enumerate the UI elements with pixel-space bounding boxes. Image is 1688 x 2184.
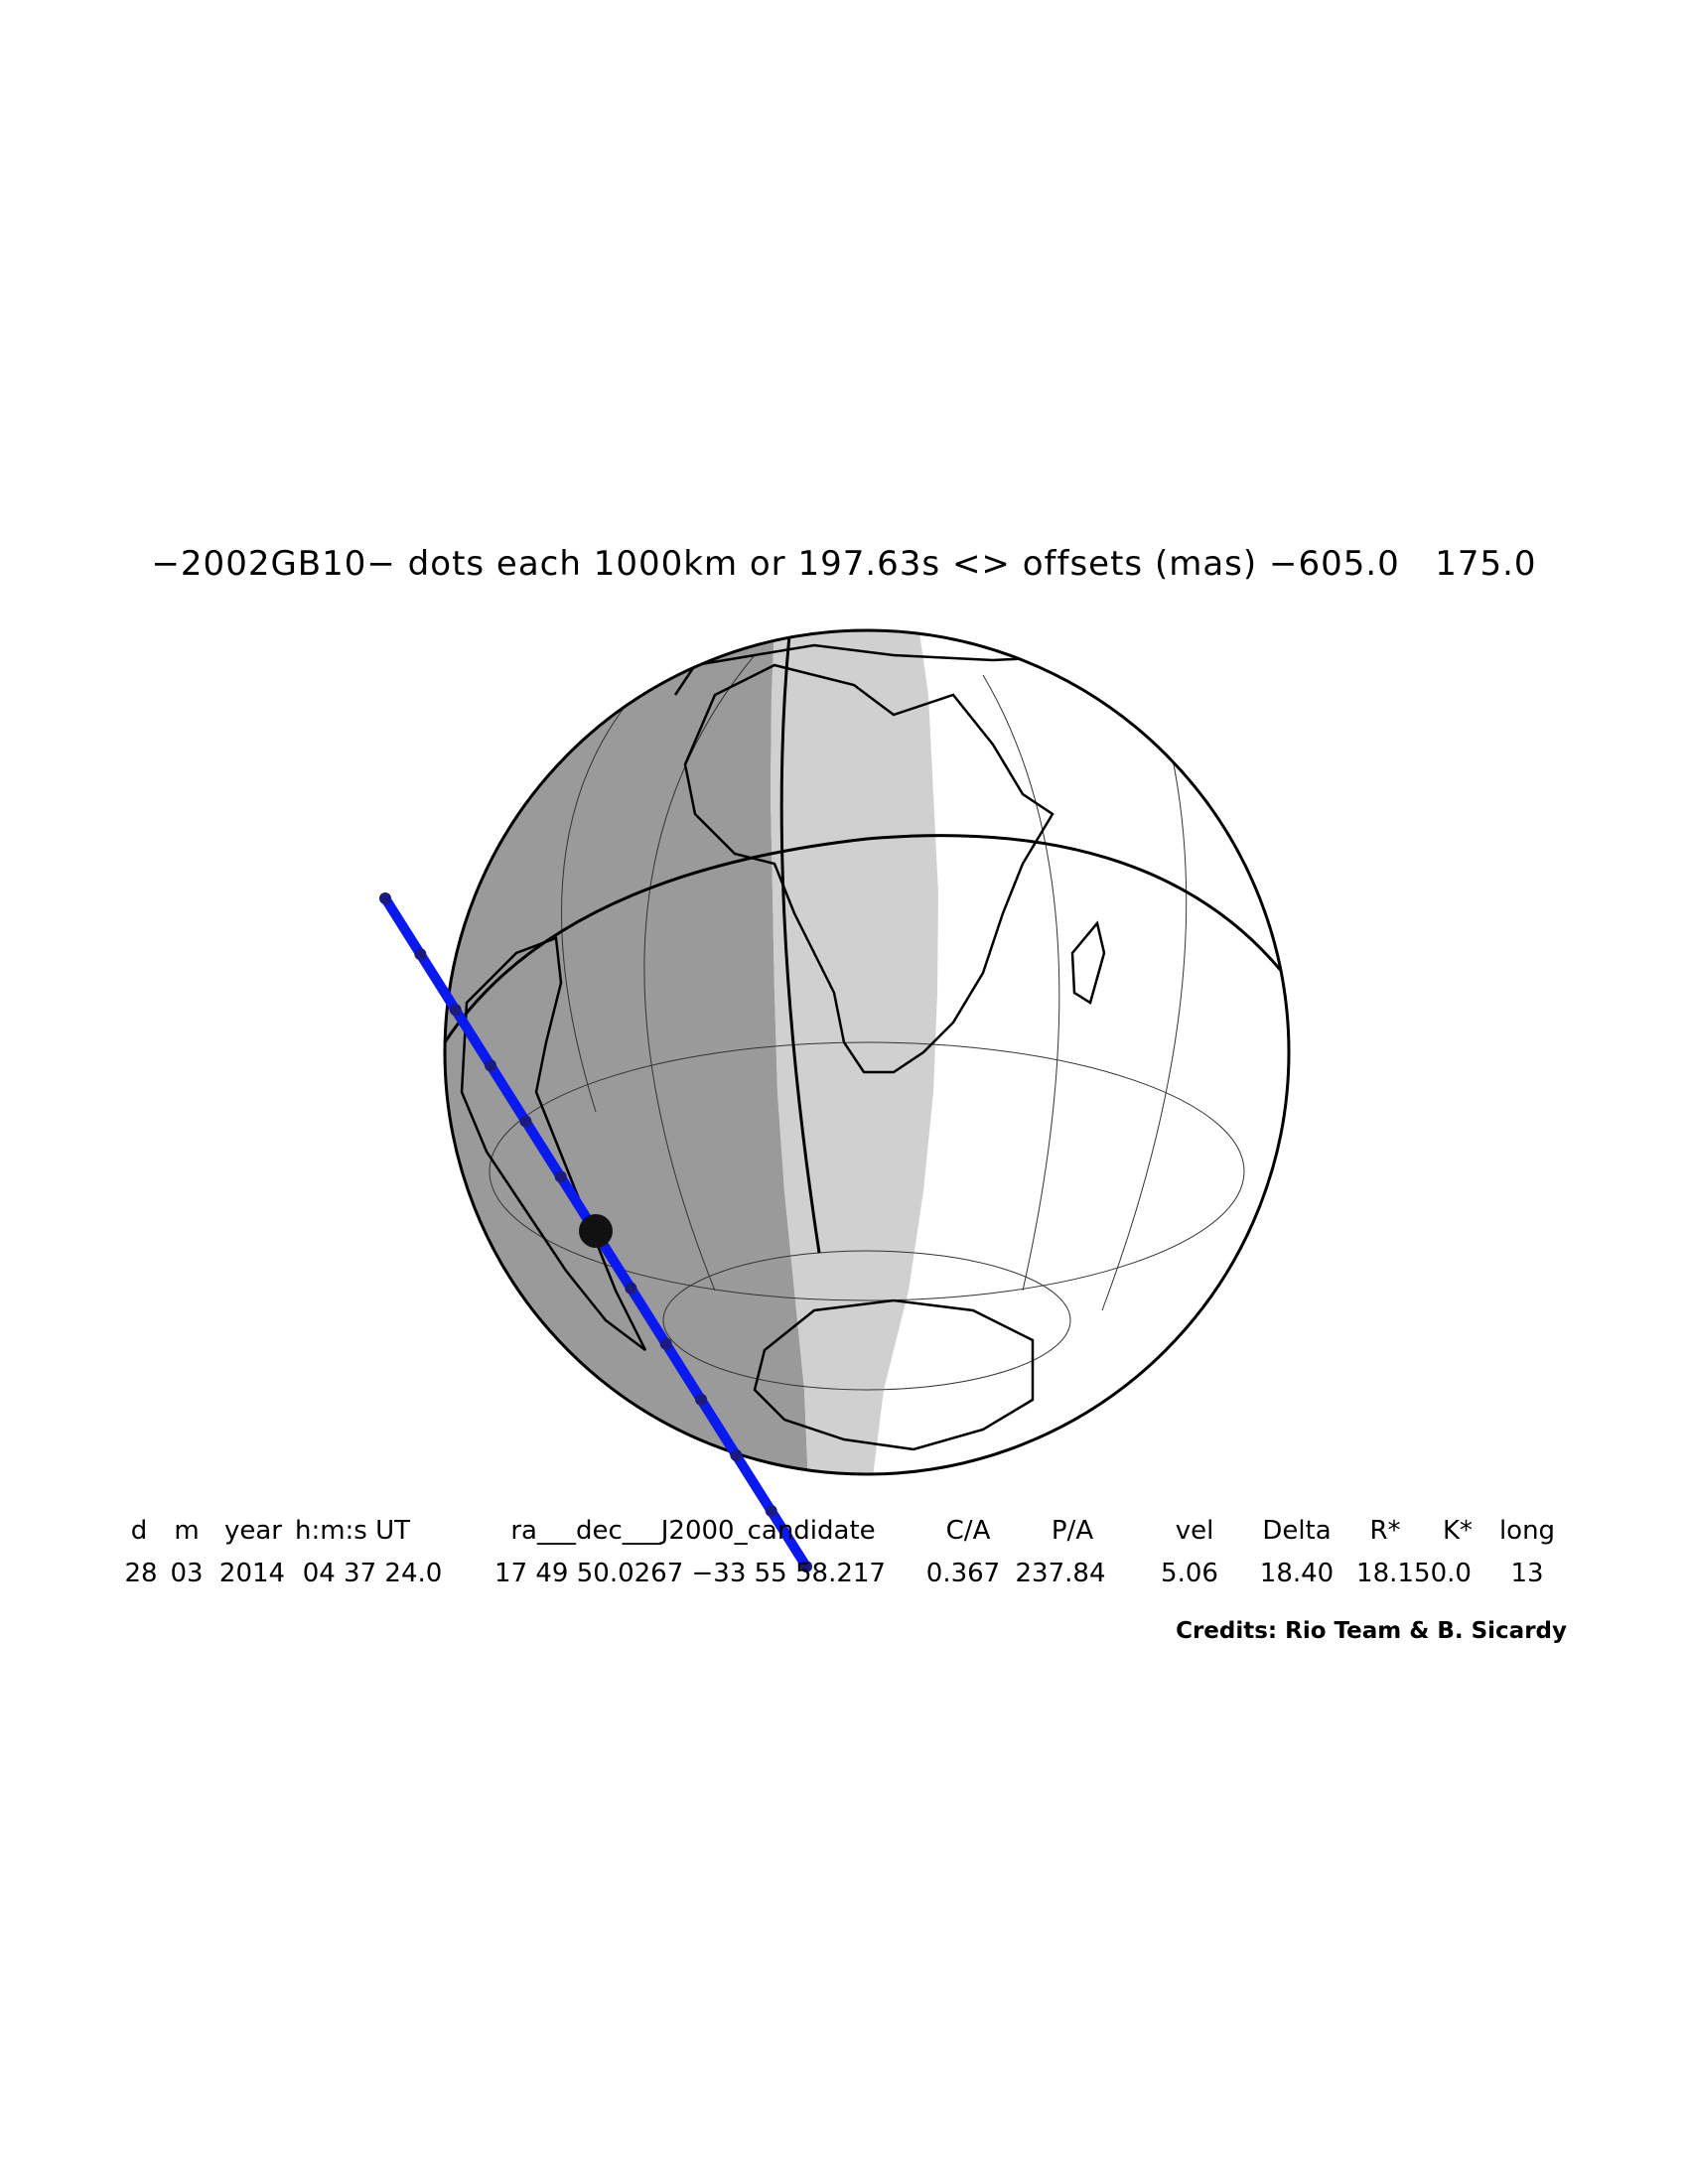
central-meridian	[779, 634, 821, 1254]
table-value-1: 03	[170, 1559, 204, 1588]
table-header-5: C/A	[945, 1516, 991, 1546]
track-dot-2	[449, 1004, 462, 1017]
credits: Credits: Rio Team & B. Sicardy	[1176, 1618, 1567, 1644]
table-header-11: long	[1498, 1516, 1556, 1546]
track-dot-10	[730, 1448, 743, 1461]
equator-line	[445, 834, 1285, 1043]
table-header-2: year	[223, 1516, 283, 1546]
track-dot-4	[519, 1115, 532, 1128]
globe-outline	[443, 628, 1291, 1476]
closest-approach-disk-icon	[579, 1214, 613, 1248]
table-value-6: 237.84	[1015, 1559, 1106, 1588]
track-dot-1	[414, 948, 427, 961]
track-dot-9	[695, 1393, 707, 1406]
track-dot-8	[659, 1337, 672, 1350]
map-title: −2002GB10− dots each 1000km or 197.63s <…	[151, 544, 1537, 584]
event-header-row: d m year h:m:s UT ra___dec___J2000_candidate…	[0, 1516, 1688, 1550]
table-value-7: 5.06	[1161, 1559, 1218, 1588]
track-dot-12	[800, 1561, 812, 1572]
track-dot-0	[379, 892, 391, 904]
coast-antarctica	[753, 1298, 1035, 1451]
table-value-2: 2014	[218, 1559, 286, 1588]
table-value-9: 18.1	[1356, 1559, 1414, 1588]
table-header-7: vel	[1175, 1516, 1214, 1546]
table-header-8: Delta	[1262, 1516, 1332, 1546]
table-value-4: 17 49 50.0267 −33 55 58.217	[494, 1559, 886, 1588]
table-value-11: 13	[1510, 1559, 1544, 1588]
coast-south-america	[460, 936, 647, 1351]
occultation-track-group	[379, 892, 812, 1572]
table-header-10: K*	[1442, 1516, 1474, 1546]
table-header-1: m	[174, 1516, 200, 1546]
table-value-5: 0.367	[925, 1559, 1001, 1588]
table-header-3: h:m:s UT	[294, 1516, 411, 1546]
table-header-4: ra___dec___J2000_candidate	[510, 1516, 876, 1546]
graticule	[489, 644, 1245, 1391]
track-dot-7	[625, 1282, 637, 1295]
table-value-3: 04 37 24.0	[302, 1559, 443, 1588]
table-header-9: R*	[1369, 1516, 1401, 1546]
coast-madagascar	[1070, 920, 1106, 1005]
night-region	[445, 630, 809, 1474]
table-header-6: P/A	[1051, 1516, 1094, 1546]
track-dot-5	[554, 1170, 567, 1183]
coast-africa	[683, 663, 1055, 1074]
event-value-row: 28 03 2014 04 37 24.0 17 49 50.0267 −33 55 5…	[0, 1559, 1688, 1592]
table-header-0: d	[130, 1516, 148, 1546]
table-value-0: 28	[124, 1559, 158, 1588]
coastlines	[460, 643, 1173, 1451]
table-value-10: 50.0	[1414, 1559, 1472, 1588]
track-dot-11	[765, 1504, 777, 1517]
track-dot-3	[485, 1059, 496, 1072]
table-value-8: 18.40	[1259, 1559, 1335, 1588]
